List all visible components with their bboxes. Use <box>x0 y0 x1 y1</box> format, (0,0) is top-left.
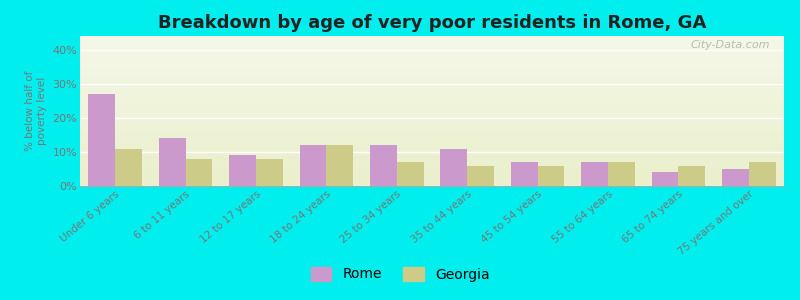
Bar <box>115 148 142 186</box>
Text: City-Data.com: City-Data.com <box>690 40 770 50</box>
Bar <box>300 145 326 186</box>
Bar <box>678 166 705 186</box>
Bar <box>370 145 397 186</box>
Bar <box>722 169 749 186</box>
Bar <box>326 145 353 186</box>
Bar <box>511 162 538 186</box>
Y-axis label: % below half of
poverty level: % below half of poverty level <box>26 71 47 151</box>
Bar <box>749 162 775 186</box>
Bar <box>608 162 634 186</box>
Bar <box>467 166 494 186</box>
Bar <box>230 155 256 186</box>
Bar <box>186 159 212 186</box>
Bar <box>159 138 186 186</box>
Bar <box>538 166 564 186</box>
Bar <box>441 148 467 186</box>
Bar <box>89 94 115 186</box>
Bar <box>397 162 423 186</box>
Title: Breakdown by age of very poor residents in Rome, GA: Breakdown by age of very poor residents … <box>158 14 706 32</box>
Legend: Rome, Georgia: Rome, Georgia <box>305 261 495 287</box>
Bar <box>256 159 282 186</box>
Bar <box>652 172 678 186</box>
Bar <box>582 162 608 186</box>
